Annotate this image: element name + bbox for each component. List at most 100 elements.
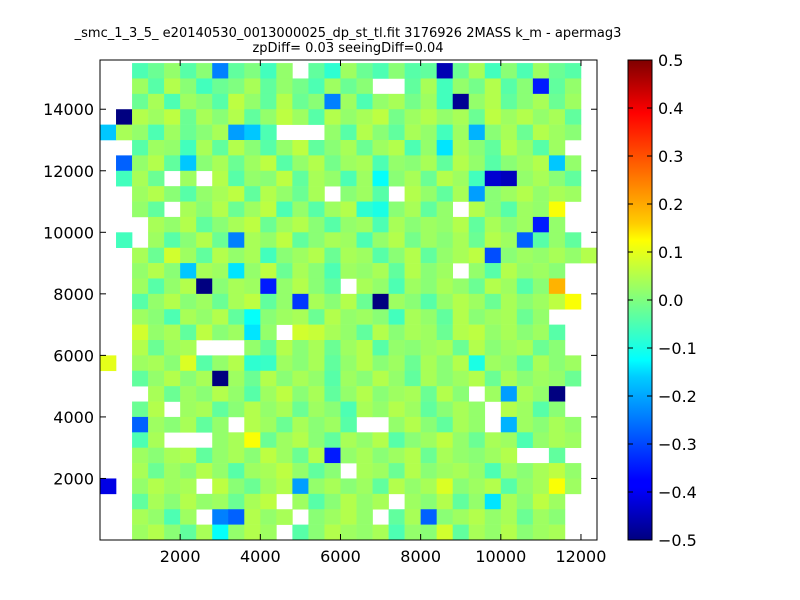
heatmap-cell (132, 447, 149, 464)
heatmap-cell (164, 324, 181, 341)
heatmap-cell (260, 447, 277, 464)
heatmap-cell (164, 63, 181, 79)
heatmap-cell (356, 509, 373, 525)
heatmap-cell (276, 93, 293, 110)
heatmap-cell (452, 324, 470, 341)
heatmap-cell (548, 493, 566, 510)
heatmap-cell (564, 186, 582, 202)
heatmap-cell (132, 340, 149, 356)
heatmap-cell (148, 109, 165, 125)
heatmap-cell (548, 232, 566, 248)
heatmap-cell (564, 124, 582, 141)
heatmap-cell (532, 201, 550, 218)
heatmap-cell (564, 463, 582, 479)
heatmap-cell (180, 401, 197, 418)
heatmap-cell (484, 463, 502, 479)
heatmap-cell (196, 109, 213, 125)
heatmap-cell (164, 524, 181, 541)
heatmap-cell (228, 155, 245, 172)
heatmap-cell (404, 386, 421, 402)
heatmap-cell (452, 493, 470, 510)
heatmap-cell (132, 324, 149, 341)
heatmap-cell (452, 432, 470, 448)
heatmap-cell (164, 309, 181, 325)
heatmap-cell (276, 186, 293, 202)
heatmap-cell (372, 247, 389, 264)
x-tick-label: 4000 (240, 547, 281, 566)
heatmap-cell (372, 93, 389, 110)
y-tick-label: 4000 (53, 408, 94, 427)
heatmap-cell (260, 278, 277, 295)
heatmap-cell (340, 447, 357, 464)
heatmap-cell (468, 355, 486, 372)
heatmap-cell (324, 309, 341, 325)
heatmap-cell (500, 370, 518, 387)
heatmap-cell (548, 463, 566, 479)
heatmap-cell (180, 232, 197, 248)
heatmap-cell (404, 293, 421, 310)
heatmap-cell (324, 216, 341, 233)
heatmap-cell (372, 109, 389, 125)
heatmap-cell (148, 524, 165, 541)
heatmap-cell (116, 170, 133, 187)
heatmap-cell (260, 63, 277, 79)
heatmap-cell (212, 263, 229, 279)
heatmap-cell (164, 93, 181, 110)
heatmap-cell (420, 201, 437, 218)
heatmap-cell (532, 170, 550, 187)
heatmap-cell (404, 78, 421, 95)
heatmap-cell (148, 370, 165, 387)
heatmap-cell (308, 340, 325, 356)
heatmap-cell (436, 416, 454, 433)
heatmap-cell (516, 324, 534, 341)
heatmap-cell (516, 63, 534, 79)
heatmap-cell (260, 524, 277, 541)
heatmap-cell (388, 201, 405, 218)
heatmap-cell (500, 155, 518, 172)
heatmap-cell (548, 186, 566, 202)
heatmap-cell (404, 509, 421, 525)
heatmap-cell (500, 463, 518, 479)
heatmap-cell (516, 186, 534, 202)
heatmap-cell (212, 416, 229, 433)
heatmap-cell (324, 278, 341, 295)
heatmap-cell (436, 493, 454, 510)
colorbar-tick-label: 0.4 (658, 99, 683, 118)
heatmap-cell (132, 401, 149, 418)
heatmap-cell (260, 124, 277, 141)
heatmap-cell (276, 401, 293, 418)
heatmap-cell (500, 524, 518, 541)
heatmap-cell (228, 78, 245, 95)
heatmap-cell (500, 124, 518, 141)
heatmap-cell (308, 263, 325, 279)
heatmap-cell (468, 416, 486, 433)
heatmap-cell (564, 63, 582, 79)
heatmap-cell (452, 293, 470, 310)
heatmap-cell (196, 140, 213, 156)
heatmap-cell (340, 140, 357, 156)
heatmap-cell (228, 432, 245, 448)
heatmap-cell (196, 386, 213, 402)
heatmap-cell (132, 524, 149, 541)
heatmap-cell (212, 186, 229, 202)
heatmap-cell (148, 263, 165, 279)
heatmap-cell (292, 247, 309, 264)
heatmap-cell (484, 324, 502, 341)
heatmap-cell (292, 155, 309, 172)
heatmap-cell (548, 201, 566, 218)
colorbar-tick-label: 0.3 (658, 147, 683, 166)
heatmap-cell (468, 93, 486, 110)
heatmap-cell (532, 78, 550, 95)
heatmap-cell (276, 370, 293, 387)
heatmap-cell (500, 509, 518, 525)
heatmap-cell (468, 216, 486, 233)
heatmap-cell (436, 432, 454, 448)
heatmap-cell (180, 416, 197, 433)
heatmap-cell (532, 509, 550, 525)
heatmap-cell (404, 524, 421, 541)
heatmap-cell (276, 201, 293, 218)
heatmap-cell (372, 170, 389, 187)
heatmap-cell (308, 278, 325, 295)
heatmap-cell (148, 493, 165, 510)
heatmap-cell (180, 247, 197, 264)
